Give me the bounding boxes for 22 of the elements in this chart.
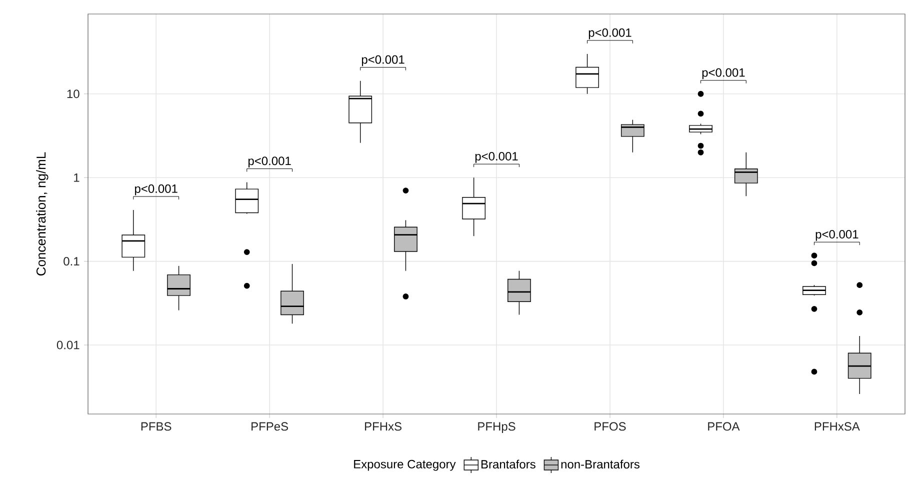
- y-tick-label: 0.1: [64, 257, 80, 266]
- x-tick-label: PFHpS: [478, 422, 516, 434]
- x-tick-label: PFOA: [708, 422, 740, 431]
- x-tick-label: PFHxSA: [814, 422, 860, 431]
- annotation: p<0.001: [362, 55, 404, 66]
- y-axis-title: Concentration, ng/mL: [36, 152, 48, 276]
- x-tick-label: PFOS: [594, 422, 626, 431]
- legend-title: Exposure Category: [354, 460, 456, 471]
- x-tick-label: PFBS: [141, 422, 172, 431]
- annotation: p<0.001: [588, 28, 632, 40]
- y-tick-label: 10: [67, 90, 80, 98]
- legend-label: Brantafors: [481, 460, 536, 469]
- annotation: p<0.001: [702, 68, 745, 80]
- x-tick-label: PFPeS: [252, 422, 288, 431]
- annotation: p<0.001: [816, 230, 858, 241]
- x-tick-label: PFHxS: [365, 422, 402, 431]
- annotation: p<0.001: [248, 156, 291, 168]
- y-tick-label: 0.01: [56, 340, 80, 350]
- annotation: p<0.001: [135, 184, 178, 196]
- annotation: p<0.001: [475, 152, 518, 163]
- y-tick-label: 1: [74, 173, 80, 182]
- legend-label: non-Brantafors: [561, 460, 640, 469]
